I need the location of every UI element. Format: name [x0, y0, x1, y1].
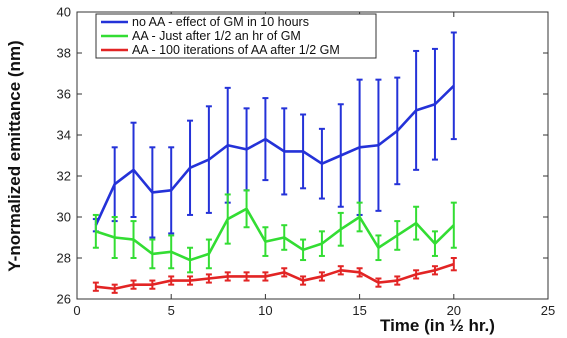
series-line	[95, 262, 455, 291]
legend-label-no-aa: no AA - effect of GM in 10 hours	[132, 15, 309, 29]
series-aa-half-hr	[92, 189, 457, 274]
y-tick-label: 38	[57, 46, 71, 61]
series-aa-100-iter	[92, 257, 457, 294]
x-tick-label: 5	[168, 303, 175, 318]
x-tick-label: 0	[73, 303, 80, 318]
legend-box	[95, 13, 377, 59]
series-line	[95, 207, 455, 262]
y-tick-label: 28	[57, 251, 71, 266]
x-tick-label: 20	[447, 303, 461, 318]
legend-label-aa-100-iter: AA - 100 iterations of AA after 1/2 GM	[132, 43, 340, 57]
plot-area	[76, 11, 549, 300]
legend: no AA - effect of GM in 10 hours AA - Ju…	[95, 13, 377, 59]
series-layer	[92, 31, 457, 294]
x-tick-label: 15	[352, 303, 366, 318]
series-line	[94, 84, 455, 226]
axes: 0 5 10 15 20 25 26 28 30 32 34 36 38 40	[57, 5, 556, 319]
x-tick-label: 10	[258, 303, 272, 318]
y-axis-label: Y-normalized emittance (nm)	[5, 40, 24, 271]
y-tick-label: 30	[57, 210, 71, 225]
legend-label-aa-half-hr: AA - Just after 1/2 an hr of GM	[132, 29, 301, 43]
x-axis-label: Time (in ½ hr.)	[380, 316, 495, 335]
series-no-aa	[92, 31, 457, 239]
y-tick-label: 34	[57, 128, 71, 143]
y-tick-label: 36	[57, 87, 71, 102]
y-tick-label: 40	[57, 5, 71, 20]
y-tick-label: 26	[57, 292, 71, 307]
y-tick-label: 32	[57, 169, 71, 184]
x-tick-label: 25	[541, 303, 555, 318]
